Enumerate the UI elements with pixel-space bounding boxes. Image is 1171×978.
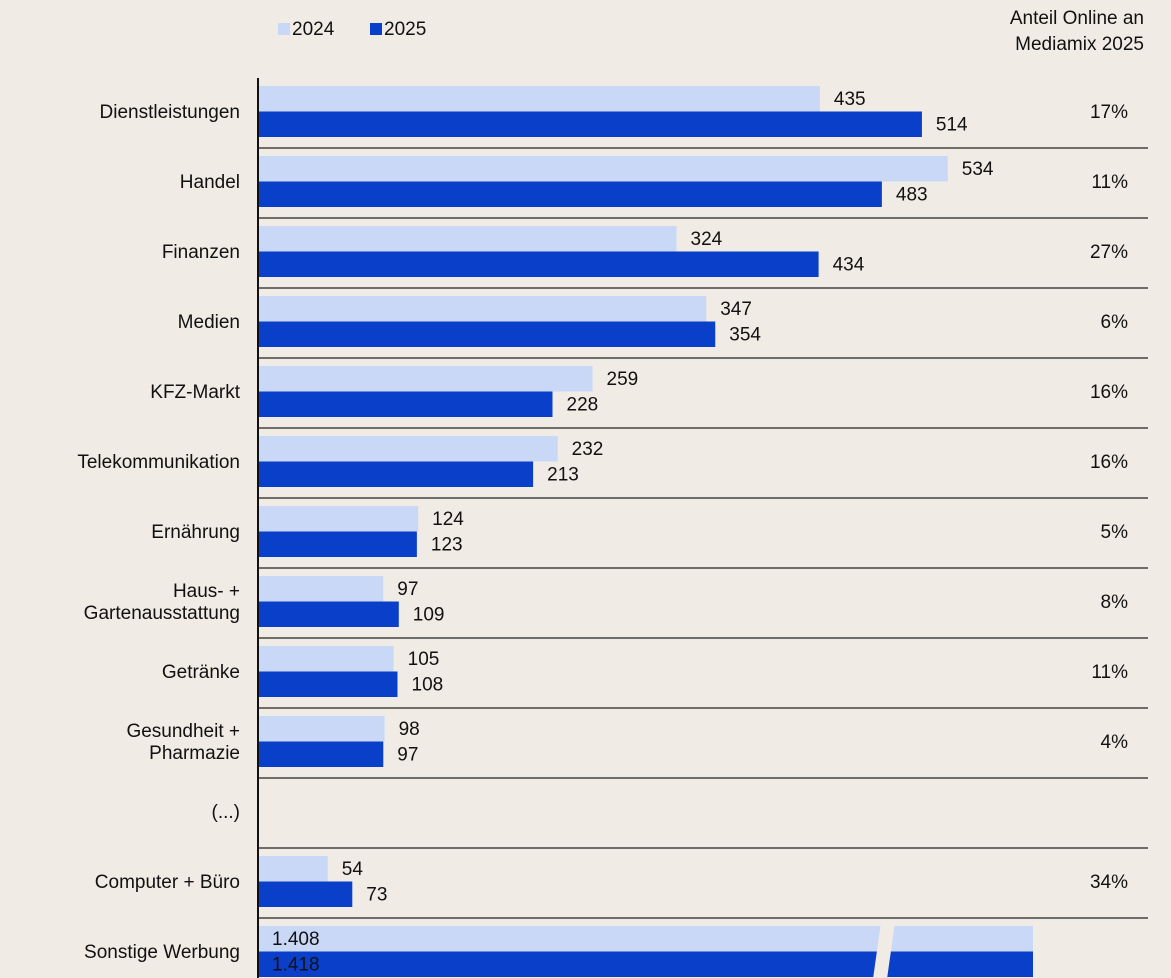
bar	[259, 226, 677, 252]
value-label: 109	[413, 604, 445, 625]
bar	[259, 506, 419, 532]
value-label: 259	[607, 369, 639, 390]
category-label: Sonstige Werbung	[84, 942, 240, 963]
category-label: Computer + Büro	[94, 872, 240, 893]
value-label: 73	[366, 884, 387, 905]
share-label: 11%	[1091, 172, 1128, 193]
share-label: 17%	[1090, 102, 1128, 123]
legend-swatch	[370, 23, 382, 35]
bar	[259, 646, 394, 672]
value-label: 97	[397, 744, 418, 765]
value-label: 105	[408, 649, 440, 670]
bar	[259, 881, 353, 907]
category-label: Dienstleistungen	[99, 102, 240, 123]
category-label: Medien	[177, 312, 240, 333]
bar	[259, 671, 398, 697]
value-label: 108	[412, 674, 444, 695]
value-label: 434	[833, 254, 865, 275]
category-label: Finanzen	[161, 242, 240, 263]
bar	[259, 86, 820, 112]
bar	[259, 741, 384, 767]
value-label: 483	[896, 184, 928, 205]
value-label: 435	[834, 89, 866, 110]
value-label: 98	[399, 719, 420, 740]
bar	[259, 181, 882, 207]
value-label: 1.408	[272, 929, 320, 950]
bar	[259, 436, 558, 462]
bar	[259, 531, 417, 557]
bar	[259, 461, 534, 487]
share-label: 4%	[1101, 732, 1129, 753]
legend-label: 2025	[384, 19, 426, 40]
value-label: 324	[691, 229, 723, 250]
legend-label: 2024	[292, 19, 335, 40]
share-label: 5%	[1101, 522, 1129, 543]
value-label: 54	[342, 859, 364, 880]
bar	[259, 576, 384, 602]
share-label: 34%	[1090, 872, 1128, 893]
axis-break	[873, 922, 895, 978]
bar	[259, 111, 922, 137]
value-label: 124	[432, 509, 464, 530]
share-label: 11%	[1091, 662, 1128, 683]
share-label: 8%	[1101, 592, 1129, 613]
category-label: Telekommunikation	[77, 452, 240, 473]
value-label: 1.418	[272, 954, 320, 975]
category-label: Getränke	[161, 662, 240, 683]
bar	[259, 296, 707, 322]
value-label: 347	[720, 299, 752, 320]
bar	[259, 366, 593, 392]
value-label: 534	[962, 159, 994, 180]
share-label: 27%	[1090, 242, 1128, 263]
value-label: 97	[397, 579, 418, 600]
bar	[259, 251, 819, 277]
value-label: 213	[547, 464, 579, 485]
value-label: 232	[572, 439, 604, 460]
value-label: 354	[729, 324, 761, 345]
bar	[259, 391, 553, 417]
category-label: KFZ-Markt	[150, 382, 240, 403]
share-label: 16%	[1090, 452, 1128, 473]
legend-swatch	[278, 23, 290, 35]
value-label: 514	[936, 114, 968, 135]
share-title: Anteil Online an Mediamix 2025	[1009, 8, 1144, 55]
value-label: 228	[567, 394, 599, 415]
category-label: Gesundheit + Pharmazie	[126, 721, 240, 764]
share-label: 16%	[1090, 382, 1128, 403]
value-label: 123	[431, 534, 463, 555]
bar	[259, 716, 385, 742]
category-label: Haus- + Gartenausstattung	[83, 581, 240, 624]
bar	[259, 156, 948, 182]
bar	[259, 926, 1033, 952]
share-label: 6%	[1101, 312, 1129, 333]
category-label: Handel	[179, 172, 240, 193]
category-label: Ernährung	[151, 522, 240, 543]
category-label: (...)	[211, 802, 241, 823]
bar	[259, 856, 328, 882]
bar	[259, 951, 1033, 977]
bar	[259, 601, 399, 627]
bar	[259, 321, 716, 347]
